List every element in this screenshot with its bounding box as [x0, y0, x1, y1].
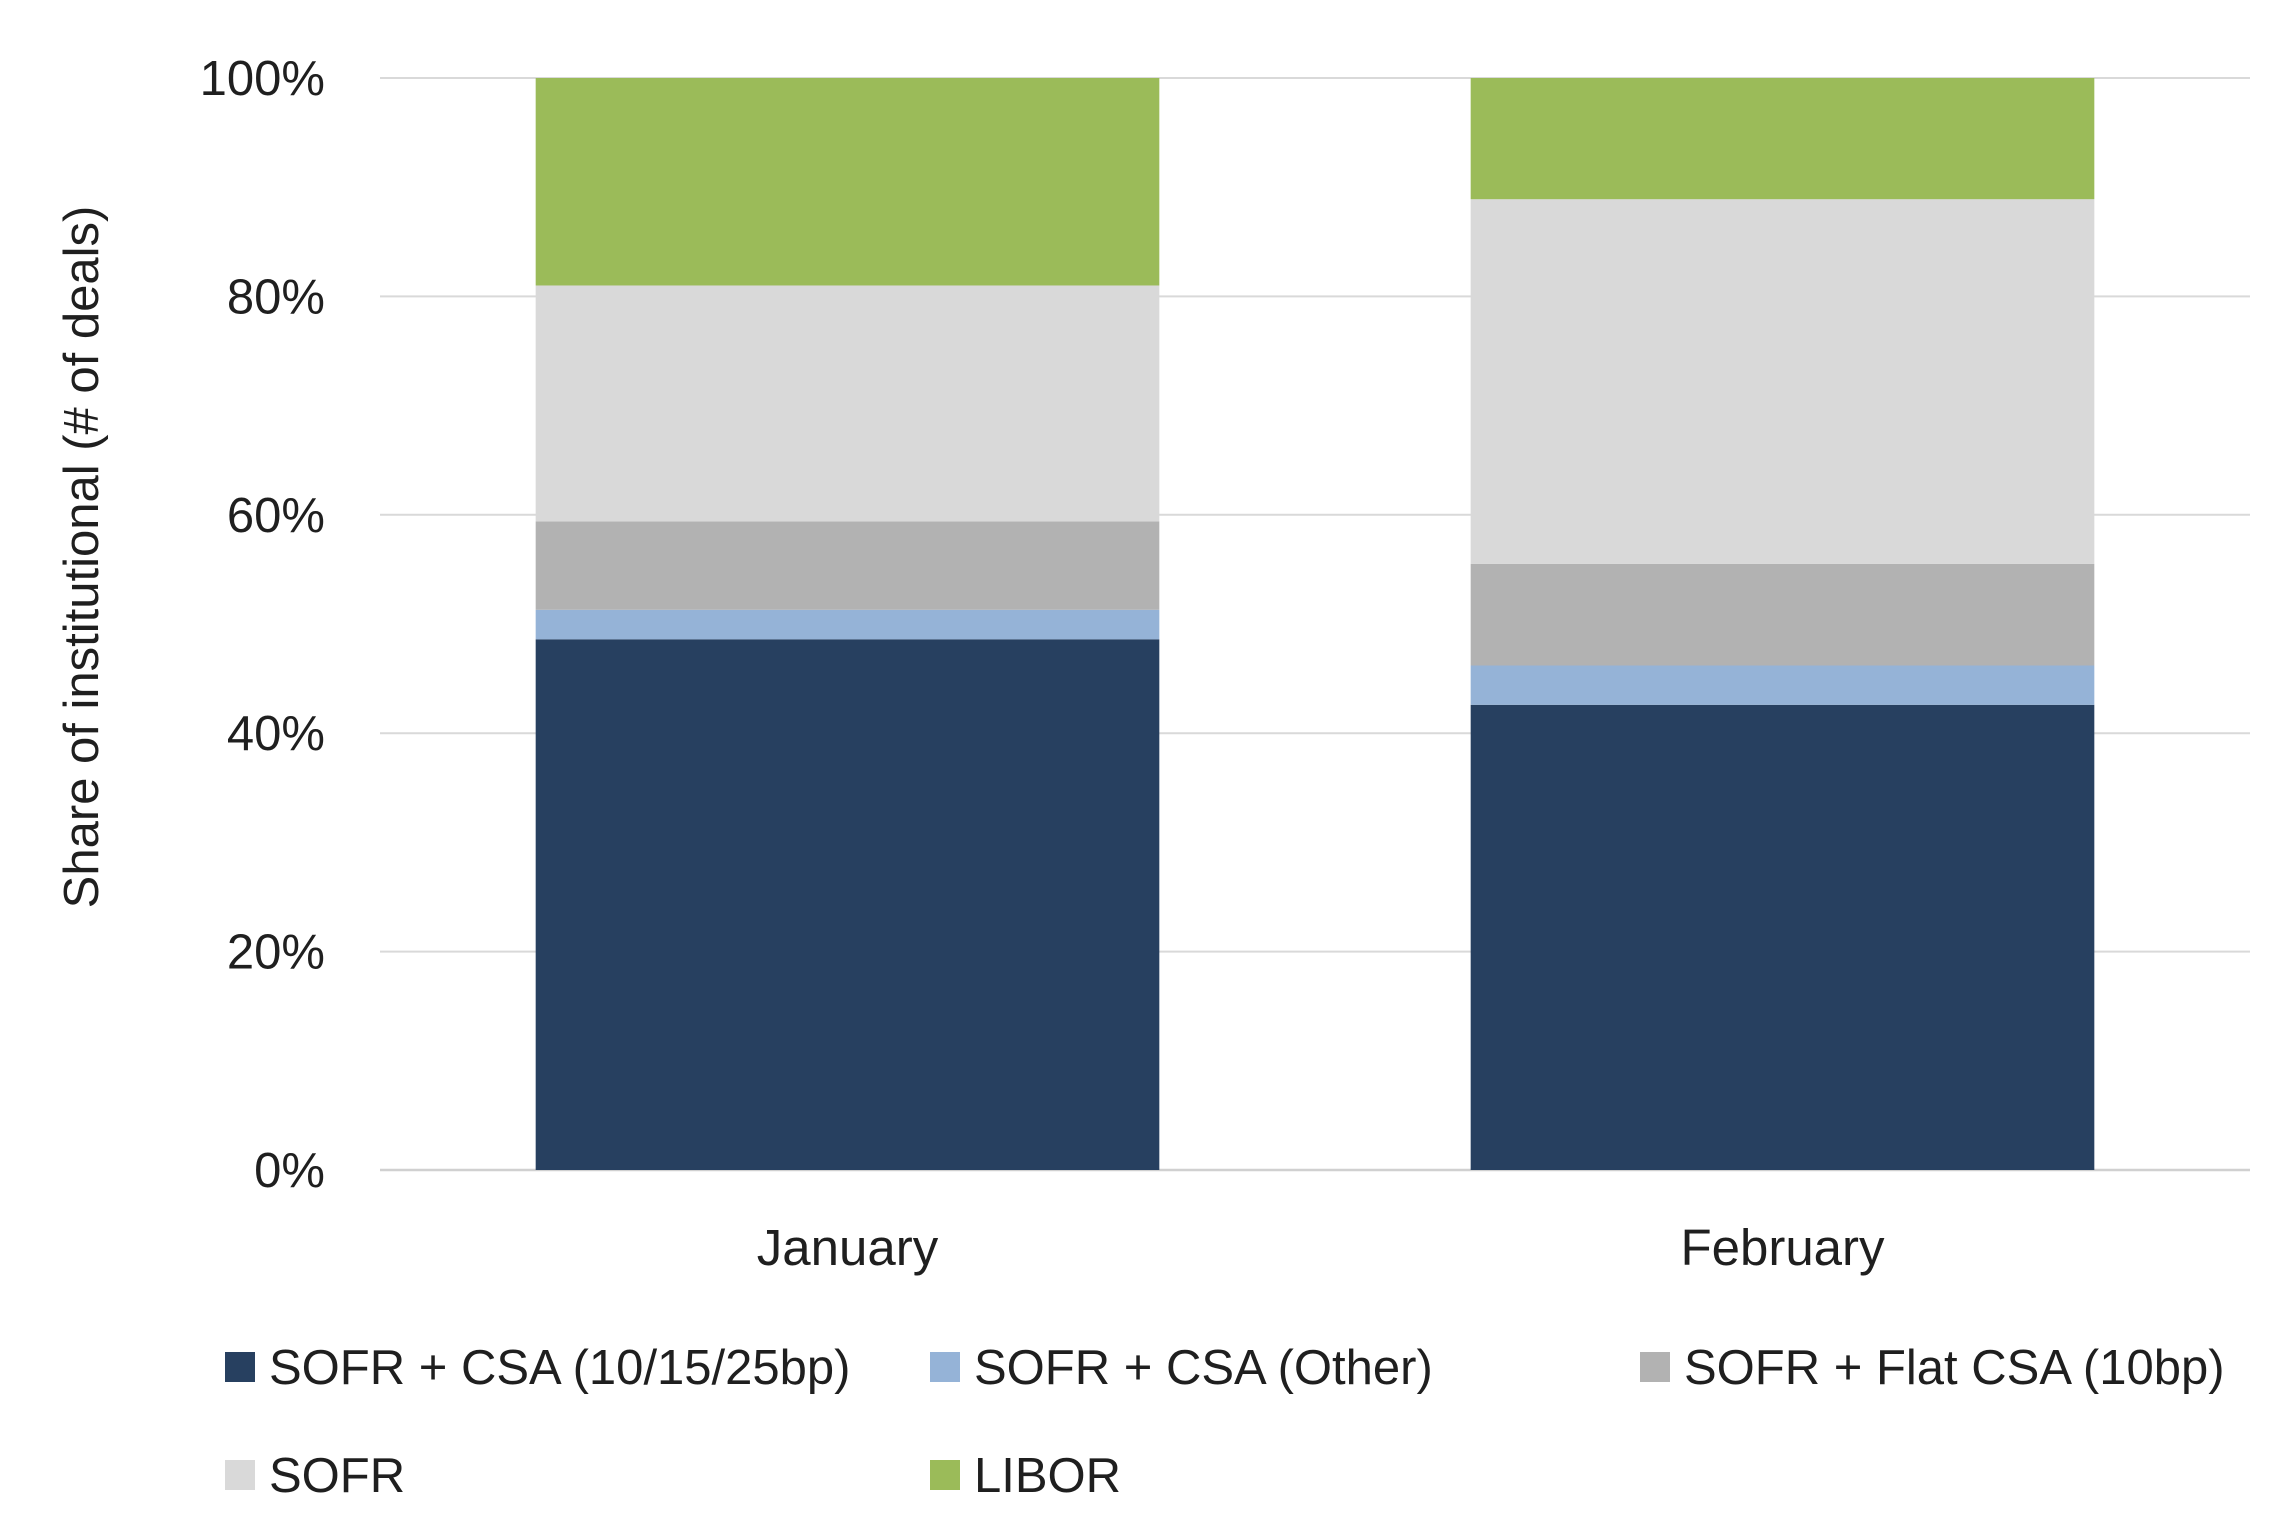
legend-swatch — [930, 1460, 960, 1490]
legend-swatch — [930, 1352, 960, 1382]
y-tick-label: 40% — [227, 707, 325, 761]
legend: SOFR + CSA (10/15/25bp) SOFR + CSA (Other… — [225, 1341, 2225, 1503]
x-category-label: January — [757, 1219, 939, 1276]
y-tick-label: 80% — [227, 270, 325, 324]
bar-segment-january-series-0 — [535, 639, 1160, 1170]
bar-segment-january-series-2 — [535, 521, 1160, 610]
bar-segment-january-series-1 — [535, 609, 1160, 640]
bar-segment-february-series-2 — [1470, 563, 2095, 666]
x-category-label: February — [1680, 1219, 1885, 1276]
legend-label: SOFR + CSA (Other) — [974, 1341, 1433, 1395]
bar-segment-february-series-4 — [1470, 78, 2095, 200]
y-tick-label: 100% — [200, 52, 325, 106]
y-tick-label: 0% — [254, 1144, 325, 1198]
y-axis-ticks: 0% 20% 40% 60% 80% 100% — [200, 52, 325, 1198]
y-tick-label: 20% — [227, 926, 325, 980]
legend-label: SOFR + Flat CSA (10bp) — [1684, 1341, 2225, 1395]
y-axis-title: Share of institutional (# of deals) — [55, 206, 109, 909]
x-axis-labels: January February — [757, 1219, 1885, 1276]
legend-swatch — [225, 1460, 255, 1490]
bar-segment-february-series-1 — [1470, 665, 2095, 705]
bar-segment-february-series-0 — [1470, 704, 2095, 1170]
legend-label: SOFR — [269, 1449, 405, 1503]
legend-label: SOFR + CSA (10/15/25bp) — [269, 1341, 851, 1395]
legend-swatch — [1640, 1352, 1670, 1382]
legend-label: LIBOR — [974, 1449, 1121, 1503]
y-tick-label: 60% — [227, 489, 325, 543]
bars — [535, 78, 2095, 1170]
legend-swatch — [225, 1352, 255, 1382]
bar-segment-january-series-3 — [535, 285, 1160, 522]
bar-segment-february-series-3 — [1470, 199, 2095, 564]
bar-segment-january-series-4 — [535, 78, 1160, 286]
